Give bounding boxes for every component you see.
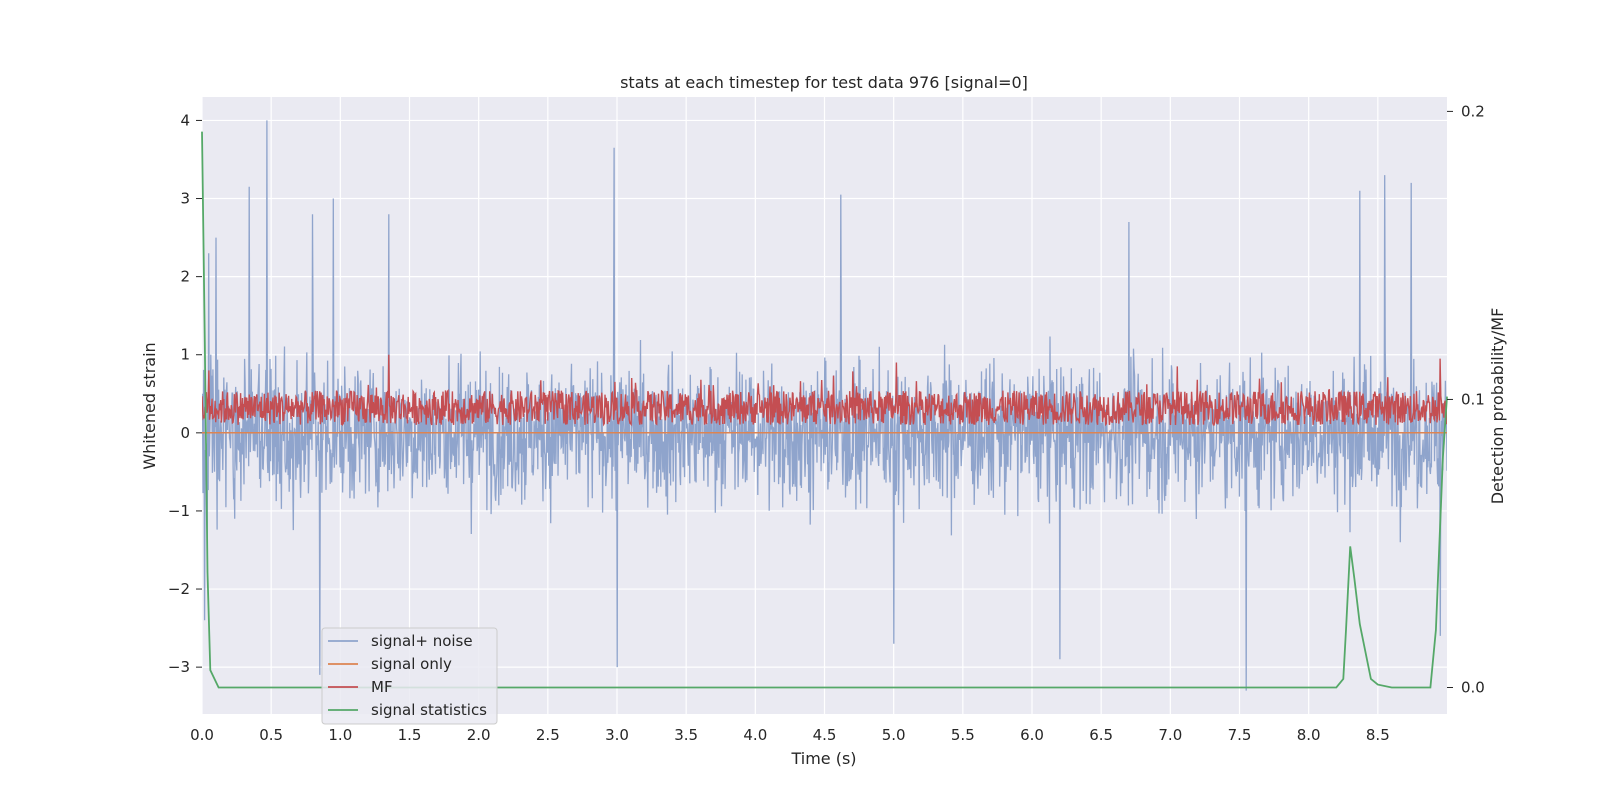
y2-tick-label: 0.0 bbox=[1461, 678, 1485, 696]
x-tick-label: 3.0 bbox=[605, 726, 629, 744]
y2-tick-label: 0.1 bbox=[1461, 390, 1485, 408]
x-tick-label: 4.5 bbox=[813, 726, 837, 744]
legend-label-signal-noise: signal+ noise bbox=[371, 632, 473, 650]
legend-label-mf: MF bbox=[371, 678, 393, 696]
x-tick-label: 0.0 bbox=[190, 726, 214, 744]
series-signal-statistics bbox=[201, 131, 1448, 689]
x-tick-label: 4.0 bbox=[743, 726, 767, 744]
x-tick-label: 1.5 bbox=[398, 726, 422, 744]
x-tick-label: 2.0 bbox=[467, 726, 491, 744]
y2-axis-ticks: 0.0 0.1 0.2 bbox=[1447, 102, 1485, 696]
y-tick-label: −2 bbox=[168, 580, 190, 598]
y2-tick-label: 0.2 bbox=[1461, 102, 1485, 120]
y-tick-label: 2 bbox=[180, 268, 190, 286]
y-tick-label: 0 bbox=[180, 424, 190, 442]
x-tick-label: 6.5 bbox=[1089, 726, 1113, 744]
legend-label-signal-only: signal only bbox=[371, 655, 452, 673]
y-tick-label: 4 bbox=[180, 111, 190, 129]
y-tick-label: −3 bbox=[168, 658, 190, 676]
y2-axis-label: Detection probability/MF bbox=[1488, 308, 1507, 505]
x-tick-label: 7.0 bbox=[1158, 726, 1182, 744]
y-tick-label: −1 bbox=[168, 502, 190, 520]
y-axis-label: Whitened strain bbox=[140, 342, 159, 469]
x-tick-label: 5.5 bbox=[951, 726, 975, 744]
y-axis-ticks: −3 −2 −1 0 1 2 3 4 bbox=[168, 111, 202, 676]
x-tick-label: 1.0 bbox=[328, 726, 352, 744]
x-tick-label: 7.5 bbox=[1228, 726, 1252, 744]
legend: signal+ noise signal only MF signal stat… bbox=[321, 627, 498, 725]
x-axis-ticks: 0.0 0.5 1.0 1.5 2.0 2.5 3.0 3.5 4.0 4.5 5.0 5.5 6.0 6… bbox=[190, 726, 1390, 744]
chart-title: stats at each timestep for test data 976… bbox=[620, 73, 1028, 92]
x-tick-label: 2.5 bbox=[536, 726, 560, 744]
x-tick-label: 8.0 bbox=[1297, 726, 1321, 744]
x-axis-label: Time (s) bbox=[790, 749, 856, 768]
y-tick-label: 3 bbox=[180, 190, 190, 208]
x-tick-label: 0.5 bbox=[259, 726, 283, 744]
series-signal-noise bbox=[202, 120, 1447, 691]
legend-label-signal-statistics: signal statistics bbox=[371, 701, 487, 719]
series-mf bbox=[202, 354, 1447, 427]
y-tick-label: 1 bbox=[180, 346, 190, 364]
series-layer bbox=[201, 120, 1448, 691]
legend-box bbox=[321, 627, 498, 725]
x-tick-label: 5.0 bbox=[882, 726, 906, 744]
x-tick-label: 3.5 bbox=[674, 726, 698, 744]
x-tick-label: 8.5 bbox=[1366, 726, 1390, 744]
x-tick-label: 6.0 bbox=[1020, 726, 1044, 744]
